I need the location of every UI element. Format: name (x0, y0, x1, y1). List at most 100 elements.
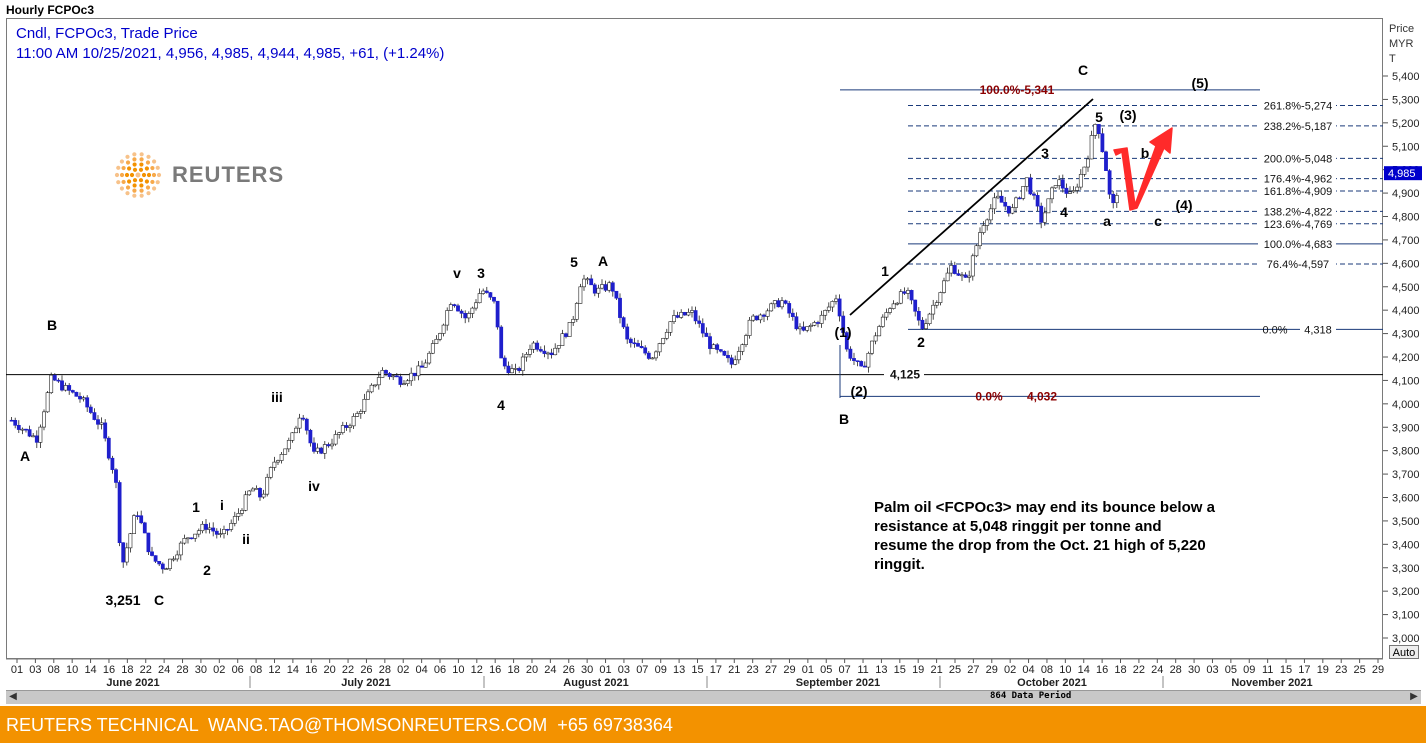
candle-up (664, 332, 669, 339)
candle-down (160, 563, 165, 570)
candle-up (1071, 190, 1076, 193)
wave-label: a (1103, 213, 1111, 229)
candle-up (186, 537, 190, 540)
x-tick-label: 22 (342, 664, 354, 676)
wave-label: 1 (881, 263, 889, 279)
candle-down (722, 350, 727, 356)
x-tick-label: 28 (176, 664, 188, 676)
fib-label: 100.0%-5,341 (980, 83, 1055, 97)
fib-label: 176.4%-4,962 (1264, 174, 1333, 186)
fib-label-bg (1258, 204, 1336, 218)
candle-up (322, 444, 327, 454)
candle-up (938, 292, 943, 303)
candle-up (402, 383, 406, 385)
fib-label: 261.8%-5,274 (1264, 101, 1333, 113)
candle-up (924, 323, 928, 329)
candle-up (600, 284, 604, 289)
candle-down (517, 368, 522, 371)
fib-label-bg (1258, 236, 1336, 250)
candle-down (74, 391, 79, 397)
chart-canvas: 100.0%-5,341261.8%-5,274238.2%-5,187200.… (6, 62, 1422, 689)
x-tick-label: 24 (158, 664, 170, 676)
trend-lines: 4,125 (6, 98, 1383, 398)
candle-up (31, 435, 36, 438)
x-tick-label: 01 (11, 664, 23, 676)
x-tick-label: 30 (195, 664, 207, 676)
time-scrollbar[interactable] (6, 690, 1421, 704)
candle-up (661, 337, 666, 344)
fib-label-bg (1300, 322, 1336, 336)
candle-up (945, 272, 950, 282)
wave-label: 2 (917, 334, 925, 350)
x-tick-label: 16 (489, 664, 501, 676)
plot-area[interactable] (6, 18, 1383, 659)
annotation-line: Palm oil <FCPOc3> may end its bounce bel… (874, 499, 1216, 516)
logo-dot (144, 166, 149, 171)
candle-up (99, 422, 104, 425)
y-tick-label: 3,900 (1392, 422, 1420, 434)
candle-up (128, 533, 133, 549)
wave-label: 3 (477, 265, 485, 281)
x-tick-label: 15 (1280, 664, 1292, 676)
y-tick-label: 4,900 (1392, 188, 1420, 200)
candle-up (286, 440, 291, 450)
candle-up (888, 308, 892, 313)
candle-down (56, 379, 61, 382)
candle-down (636, 343, 640, 347)
logo-dot (132, 188, 137, 193)
reuters-logo: REUTERS (112, 150, 283, 205)
logo-dot (124, 172, 130, 178)
candle-down (952, 265, 957, 274)
candle-down (103, 422, 108, 439)
x-tick-label: 04 (1022, 664, 1034, 676)
wave-label: c (1154, 213, 1162, 229)
wave-label: 1 (192, 499, 200, 515)
month-label: September 2021 (796, 677, 880, 689)
x-tick-label: 13 (875, 664, 887, 676)
candle-up (772, 300, 777, 305)
candle-up (657, 343, 662, 353)
x-tick-label: 23 (1335, 664, 1347, 676)
month-label: June 2021 (106, 677, 159, 689)
candle-down (96, 419, 100, 425)
candle-down (1039, 205, 1044, 223)
x-tick-label: 26 (563, 664, 575, 676)
x-tick-label: 28 (1170, 664, 1182, 676)
y-tick-label: 4,200 (1392, 352, 1420, 364)
wave-label: (4) (1175, 197, 1192, 213)
candle-down (106, 437, 111, 459)
legend: Cndl, FCPOc3, Trade Price 11:00 AM 10/25… (16, 24, 444, 64)
candle-down (225, 529, 230, 531)
x-tick-label: 21 (930, 664, 942, 676)
candle-down (801, 326, 806, 331)
candle-up (200, 523, 205, 532)
candle-up (430, 343, 435, 354)
x-tick-label: 08 (48, 664, 60, 676)
candle-down (956, 273, 961, 276)
candle-up (1050, 187, 1054, 200)
candle-up (567, 322, 572, 337)
candle-down (34, 435, 39, 443)
logo-dot (132, 193, 137, 198)
x-tick-label: 14 (84, 664, 96, 676)
logo-dot (121, 179, 126, 185)
arrow-left-icon[interactable]: ◀ (9, 691, 17, 702)
candle-down (844, 332, 849, 350)
candle-down (204, 523, 208, 530)
logo-dot (135, 172, 141, 178)
candle-down (646, 352, 651, 359)
x-tick-label: 18 (507, 664, 519, 676)
candle-down (643, 347, 648, 354)
candle-up (1068, 191, 1072, 194)
candle-down (913, 299, 918, 312)
candle-up (740, 344, 745, 352)
x-tick-label: 17 (1298, 664, 1310, 676)
candle-up (279, 454, 284, 461)
auto-scale-button[interactable]: Auto (1389, 645, 1419, 659)
x-tick-label: 09 (1243, 664, 1255, 676)
x-tick-label: 02 (397, 664, 409, 676)
y-tick-label: 4,800 (1392, 212, 1420, 224)
candle-up (247, 490, 252, 496)
candle-up (574, 303, 579, 320)
arrow-right-icon[interactable]: ▶ (1410, 691, 1418, 702)
